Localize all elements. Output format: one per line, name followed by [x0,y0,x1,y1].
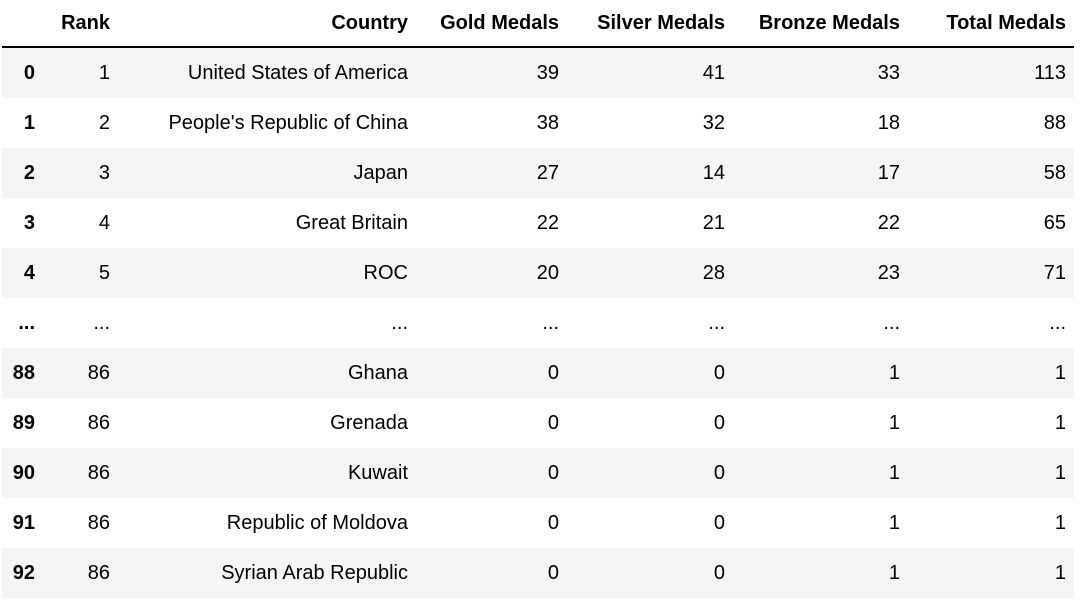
cell-silver: 0 [713,462,725,484]
cell-rank: 86 [87,362,110,384]
cell-silver: 14 [702,162,725,184]
cell-gold: 22 [536,212,559,234]
cell-gold: 27 [536,162,559,184]
cell-gold: 0 [547,512,559,534]
cell-bronze: 17 [877,162,900,184]
cell-silver: ... [708,312,725,334]
table-row: 89 86 Grenada 0 0 1 1 [2,398,1074,448]
cell-total: 113 [1034,62,1066,84]
cell-total: ... [1049,312,1066,334]
cell-silver: 0 [713,412,725,434]
table-row: 92 86 Syrian Arab Republic 0 0 1 1 [2,548,1074,598]
cell-total: 1 [1054,462,1066,484]
cell-total: 1 [1054,562,1066,584]
cell-rank: 86 [87,512,110,534]
cell-bronze: 23 [877,262,900,284]
table-row-ellipsis: ... ... ... ... ... ... ... [2,298,1074,348]
cell-silver: 41 [702,62,725,84]
cell-bronze: 1 [888,562,900,584]
table-row: 90 86 Kuwait 0 0 1 1 [2,448,1074,498]
cell-gold: 0 [547,412,559,434]
row-index: 88 [12,362,35,384]
cell-country: Ghana [347,362,408,384]
cell-rank: ... [93,312,110,334]
cell-total: 1 [1054,362,1066,384]
cell-country: United States of America [187,62,408,84]
table-row: 2 3 Japan 27 14 17 58 [2,148,1074,198]
cell-gold: 0 [547,462,559,484]
column-header-gold-medals: Gold Medals [416,0,567,48]
table-row: 3 4 Great Britain 22 21 22 65 [2,198,1074,248]
cell-rank: 2 [98,112,110,134]
row-index: 90 [12,462,35,484]
row-index: 92 [12,562,35,584]
cell-country: Republic of Moldova [226,512,408,534]
cell-country: ROC [363,262,408,284]
header-row: Rank Country Gold Medals Silver Medals B… [2,0,1074,48]
column-header-total-medals: Total Medals [908,0,1074,48]
cell-rank: 1 [98,62,110,84]
row-index: 91 [12,512,35,534]
cell-gold: 0 [547,562,559,584]
row-index: 0 [23,62,35,84]
cell-rank: 4 [98,212,110,234]
cell-country: Great Britain [295,212,408,234]
cell-silver: 28 [702,262,725,284]
dataframe-table: Rank Country Gold Medals Silver Medals B… [2,0,1074,598]
cell-country: Kuwait [347,462,408,484]
cell-silver: 32 [702,112,725,134]
cell-country: ... [391,312,408,334]
cell-total: 58 [1043,162,1066,184]
column-header-rank: Rank [43,0,118,48]
table-row: 91 86 Republic of Moldova 0 0 1 1 [2,498,1074,548]
cell-gold: 20 [536,262,559,284]
row-index: 3 [23,212,35,234]
cell-bronze: 1 [888,462,900,484]
cell-silver: 0 [713,562,725,584]
cell-silver: 0 [713,512,725,534]
cell-total: 65 [1043,212,1066,234]
cell-country: Grenada [330,412,408,434]
table-header: Rank Country Gold Medals Silver Medals B… [2,0,1074,48]
row-index: 1 [23,112,35,134]
cell-rank: 5 [98,262,110,284]
cell-total: 1 [1054,412,1066,434]
cell-country: Japan [353,162,409,184]
column-header-index [2,0,43,48]
cell-bronze: ... [883,312,900,334]
cell-rank: 86 [87,412,110,434]
cell-bronze: 1 [888,512,900,534]
cell-bronze: 22 [877,212,900,234]
table-body: 0 1 United States of America 39 41 33 11… [2,47,1074,598]
cell-total: 88 [1043,112,1066,134]
cell-total: 1 [1054,512,1066,534]
cell-bronze: 18 [877,112,900,134]
cell-rank: 86 [87,462,110,484]
column-header-country: Country [118,0,416,48]
cell-bronze: 33 [877,62,900,84]
row-index: 4 [23,262,35,284]
column-header-bronze-medals: Bronze Medals [733,0,908,48]
row-index: ... [18,312,35,334]
cell-country: Syrian Arab Republic [221,562,408,584]
cell-silver: 21 [702,212,725,234]
cell-gold: 0 [547,362,559,384]
table-row: 1 2 People's Republic of China 38 32 18 … [2,98,1074,148]
cell-bronze: 1 [888,412,900,434]
cell-silver: 0 [713,362,725,384]
cell-total: 71 [1043,262,1066,284]
row-index: 2 [23,162,35,184]
cell-rank: 86 [87,562,110,584]
cell-country: People's Republic of China [168,112,408,134]
table-row: 88 86 Ghana 0 0 1 1 [2,348,1074,398]
row-index: 89 [12,412,35,434]
column-header-silver-medals: Silver Medals [567,0,733,48]
cell-gold: 39 [536,62,559,84]
cell-gold: 38 [536,112,559,134]
cell-bronze: 1 [888,362,900,384]
table-row: 0 1 United States of America 39 41 33 11… [2,47,1074,98]
cell-gold: ... [542,312,559,334]
table-row: 4 5 ROC 20 28 23 71 [2,248,1074,298]
cell-rank: 3 [98,162,110,184]
